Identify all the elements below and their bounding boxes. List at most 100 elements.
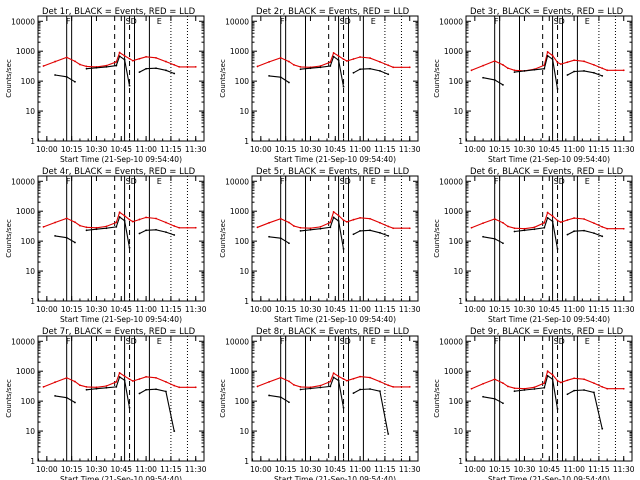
data-point-events — [85, 229, 88, 232]
panel-title: Det 2r, BLACK = Events, RED = LLD — [256, 7, 410, 17]
x-tick-label: 10:30 — [86, 305, 108, 314]
data-point-lld — [288, 60, 290, 63]
data-point-lld — [85, 226, 88, 229]
marker-label: SD — [126, 17, 137, 26]
y-tick-label: 10000 — [439, 177, 463, 186]
data-point-events — [165, 390, 167, 393]
data-point-lld — [345, 220, 348, 223]
y-axis-label: Counts/sec — [433, 59, 441, 98]
series-line-events — [353, 68, 389, 75]
data-point-lld — [408, 227, 411, 230]
panel-title: Det 7r, BLACK = Events, RED = LLD — [42, 327, 196, 337]
data-point-events — [546, 374, 549, 377]
data-point-lld — [194, 386, 197, 389]
data-point-lld — [507, 385, 509, 388]
y-axis-label: Counts/sec — [433, 379, 441, 418]
data-point-lld — [54, 60, 56, 63]
data-point-events — [533, 228, 536, 231]
y-tick-label: 100 — [235, 237, 250, 246]
x-tick-label: 10:00 — [36, 305, 58, 314]
data-point-events — [352, 71, 355, 74]
data-point-lld — [115, 221, 118, 224]
data-point-lld — [551, 215, 554, 217]
data-point-lld — [400, 227, 403, 230]
data-point-lld — [359, 56, 361, 58]
plot-frame — [37, 175, 205, 302]
series-line-events — [514, 216, 559, 249]
data-point-lld — [482, 64, 484, 67]
data-point-events — [128, 246, 131, 249]
plot-frame — [37, 15, 205, 142]
data-point-lld — [379, 221, 381, 224]
series-line-events — [567, 389, 603, 429]
x-tick-label: 10:45 — [538, 465, 560, 474]
x-tick-label: 11:30 — [399, 465, 421, 474]
data-point-lld — [329, 221, 332, 224]
data-point-events — [145, 388, 147, 391]
x-tick-label: 11:00 — [349, 305, 371, 314]
x-tick-label: 10:15 — [275, 145, 297, 154]
panel-det-3: Det 3r, BLACK = Events, RED = LLD 1 10 100 1… — [433, 7, 635, 164]
data-point-lld — [387, 225, 390, 228]
series-line-events — [567, 230, 603, 237]
y-axis-label: Counts/sec — [433, 219, 441, 258]
data-point-lld — [369, 376, 371, 379]
data-point-lld — [502, 221, 504, 224]
data-point-events — [279, 76, 282, 79]
data-point-events — [329, 385, 332, 388]
data-point-lld — [95, 226, 98, 229]
data-point-events — [502, 402, 504, 405]
x-tick-label: 11:30 — [185, 145, 207, 154]
data-point-events — [165, 231, 167, 234]
data-point-events — [601, 235, 604, 238]
data-point-lld — [194, 65, 197, 68]
series-line-events — [514, 374, 559, 409]
data-point-lld — [256, 226, 259, 229]
data-point-events — [95, 66, 98, 69]
data-point-events — [513, 230, 516, 233]
y-tick-label: 10000 — [225, 17, 249, 26]
panel-det-1: Det 1r, BLACK = Events, RED = LLD 1 10 100 1… — [5, 7, 207, 164]
panel-title: Det 4r, BLACK = Events, RED = LLD — [42, 167, 196, 177]
marker-label: E — [371, 17, 376, 26]
marker-label: SD — [340, 337, 351, 346]
data-point-events — [173, 234, 176, 236]
data-point-lld — [329, 61, 332, 64]
data-point-events — [145, 229, 147, 232]
data-point-lld — [601, 225, 604, 228]
x-tick-label: 11:00 — [135, 305, 157, 314]
data-point-lld — [186, 386, 189, 389]
x-axis-label: Start Time (21-Sep-10 09:54:40) — [488, 315, 610, 324]
data-point-events — [319, 66, 322, 69]
data-point-lld — [128, 57, 131, 60]
x-tick-label: 10:30 — [300, 305, 322, 314]
data-point-lld — [329, 380, 332, 383]
x-tick-label: 10:30 — [86, 465, 108, 474]
data-point-lld — [593, 63, 595, 66]
data-point-events — [369, 388, 371, 390]
data-point-lld — [279, 56, 282, 59]
data-point-lld — [352, 377, 355, 380]
y-tick-label: 1000 — [230, 47, 249, 56]
x-tick-label: 10:45 — [538, 145, 560, 154]
panel-det-5: Det 5r, BLACK = Events, RED = LLD 1 10 100 1… — [219, 167, 421, 324]
x-tick-label: 10:00 — [464, 145, 486, 154]
marker-label: E — [157, 177, 162, 186]
data-point-lld — [288, 380, 290, 383]
data-point-lld — [502, 382, 504, 385]
x-tick-label: 11:15 — [160, 305, 182, 314]
data-point-events — [482, 235, 484, 238]
data-point-lld — [186, 226, 189, 229]
data-point-lld — [556, 61, 559, 64]
x-tick-label: 11:00 — [563, 305, 585, 314]
x-tick-label: 11:30 — [613, 145, 635, 154]
data-point-events — [359, 68, 361, 71]
data-point-events — [105, 65, 108, 68]
x-axis-label: Start Time (21-Sep-10 09:54:40) — [274, 315, 396, 324]
x-tick-label: 10:45 — [324, 145, 346, 154]
data-point-lld — [573, 217, 575, 219]
data-point-lld — [387, 384, 390, 387]
data-point-events — [566, 74, 569, 76]
data-point-lld — [194, 226, 197, 229]
data-point-lld — [400, 66, 403, 69]
